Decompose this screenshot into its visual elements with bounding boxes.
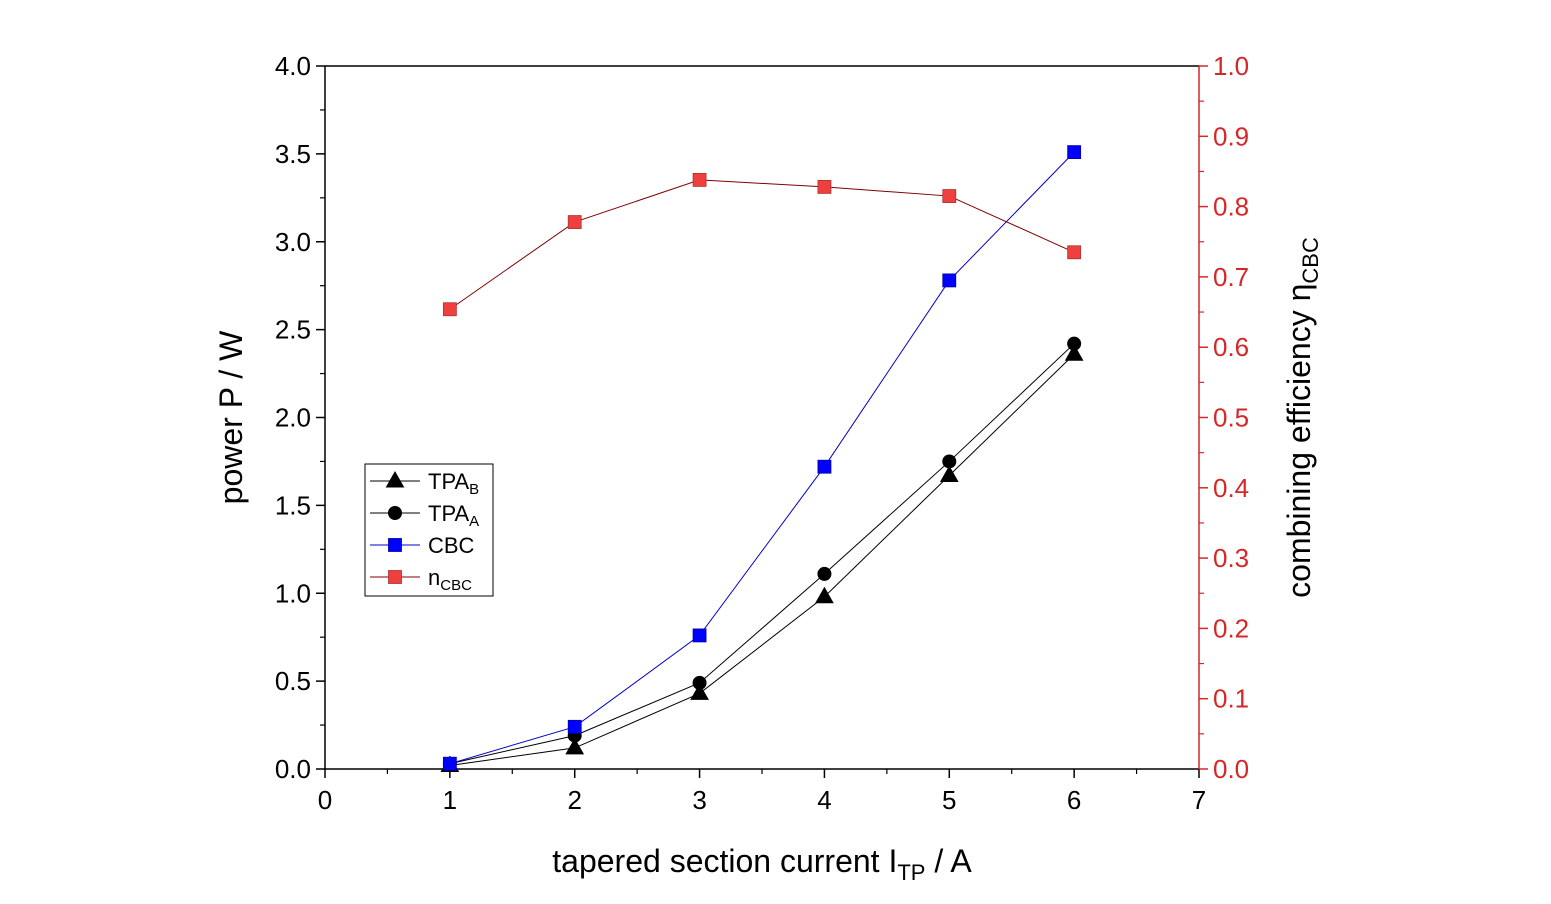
series-line [449, 343, 1075, 765]
data-point [442, 302, 457, 317]
y2-tick-label: 0.4 [1213, 473, 1249, 503]
x-axis-label: tapered section current ITP / A [552, 843, 972, 885]
y2-tick-label: 0.0 [1213, 754, 1249, 784]
data-point [692, 628, 707, 643]
series-cbc [442, 145, 1082, 771]
data-point [567, 719, 582, 734]
y-axis-label: power P / W [213, 330, 249, 504]
y2-axis-label: combining efficiency ηCBC [1281, 237, 1323, 598]
series-line [449, 151, 1075, 765]
data-point [442, 756, 457, 771]
series-ncbc [442, 172, 1082, 317]
y-tick-label: 0.5 [275, 666, 311, 696]
y-tick-label: 1.5 [275, 490, 311, 520]
y2-tick-label: 0.9 [1213, 121, 1249, 151]
legend-marker [388, 506, 402, 520]
data-point [692, 675, 707, 690]
x-tick-label: 5 [942, 785, 956, 815]
data-point [939, 465, 959, 482]
x-tick-label: 7 [1192, 785, 1206, 815]
y2-tick-label: 1.0 [1213, 51, 1249, 81]
series-line [449, 353, 1075, 766]
y-tick-label: 3.5 [275, 139, 311, 169]
data-point [817, 566, 832, 581]
legend-marker [388, 570, 402, 584]
x-tick-label: 2 [567, 785, 581, 815]
data-point [817, 180, 832, 194]
y-tick-label: 1.0 [275, 578, 311, 608]
legend-label: TPAA [428, 501, 479, 530]
y-tick-label: 3.0 [275, 227, 311, 257]
data-point [1067, 145, 1082, 160]
x-tick-label: 0 [318, 785, 332, 815]
data-point [942, 189, 957, 203]
x-tick-label: 1 [443, 785, 457, 815]
data-point [692, 172, 707, 187]
x-tick-label: 4 [817, 785, 831, 815]
data-point [690, 683, 709, 700]
y-tick-label: 0.0 [275, 754, 311, 784]
series-tpab [440, 344, 1084, 772]
y-tick-label: 2.5 [275, 315, 311, 345]
data-point [817, 459, 832, 474]
y-tick-label: 4.0 [275, 51, 311, 81]
legend-marker [385, 470, 405, 488]
y2-tick-label: 0.5 [1213, 403, 1249, 433]
y2-tick-label: 0.6 [1213, 332, 1249, 362]
legend: TPAB TPAA CBC nCBC [364, 463, 494, 597]
legend-label: nCBC [428, 565, 472, 594]
y-tick-label: 2.0 [275, 403, 311, 433]
y2-tick-label: 0.1 [1213, 684, 1249, 714]
data-point [1064, 344, 1084, 361]
legend-label: TPAB [428, 469, 479, 498]
data-point [942, 273, 957, 288]
x-tick-label: 3 [692, 785, 706, 815]
y2-tick-label: 0.2 [1213, 613, 1249, 643]
series-line [449, 179, 1075, 310]
data-point [565, 737, 585, 755]
legend-label: CBC [428, 533, 475, 558]
legend-marker [388, 538, 402, 552]
data-point [1067, 336, 1082, 351]
y2-tick-label: 0.8 [1213, 192, 1249, 222]
data-point [815, 586, 834, 604]
y2-tick-label: 0.7 [1213, 262, 1249, 292]
series-tpaa [442, 336, 1082, 771]
y2-tick-label: 0.3 [1213, 543, 1249, 573]
data-point [567, 215, 582, 229]
data-point [942, 454, 957, 469]
legend-box [364, 463, 494, 597]
x-tick-label: 6 [1067, 785, 1081, 815]
data-point [1067, 245, 1082, 260]
